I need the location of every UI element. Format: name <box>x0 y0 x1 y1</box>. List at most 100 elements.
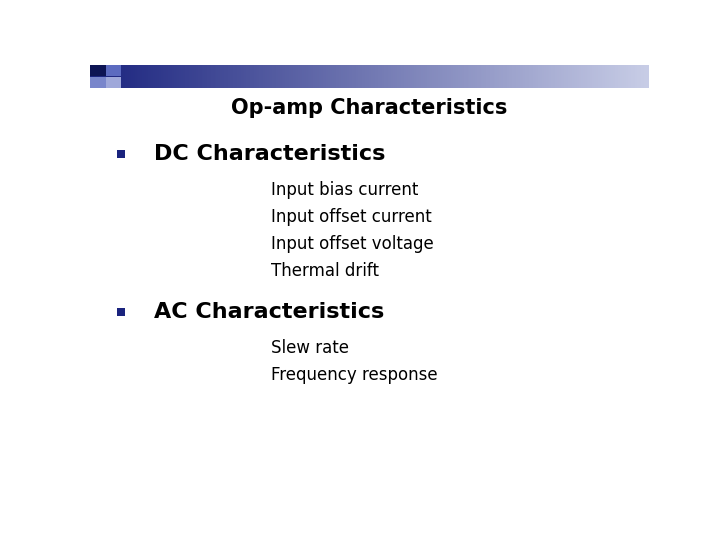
Bar <box>240 65 243 88</box>
Bar <box>413 65 416 88</box>
Bar <box>231 65 234 88</box>
Bar <box>164 65 167 88</box>
Bar <box>594 65 596 88</box>
Bar <box>97 65 100 88</box>
Bar <box>445 65 448 88</box>
Bar <box>507 65 509 88</box>
Bar <box>129 65 132 88</box>
Bar <box>564 65 567 88</box>
Bar <box>300 65 302 88</box>
Bar <box>367 65 369 88</box>
Bar <box>361 65 364 88</box>
Bar <box>418 65 420 88</box>
Bar <box>514 65 516 88</box>
Bar <box>330 65 333 88</box>
Text: AC Characteristics: AC Characteristics <box>154 302 384 322</box>
Bar <box>176 65 178 88</box>
Bar <box>390 65 392 88</box>
Bar <box>148 65 150 88</box>
Bar <box>587 65 589 88</box>
Bar <box>259 65 261 88</box>
Bar <box>477 65 480 88</box>
Bar <box>590 65 593 88</box>
Bar <box>358 65 360 88</box>
Bar <box>518 65 521 88</box>
Bar <box>459 65 461 88</box>
Bar <box>574 65 576 88</box>
Bar <box>256 65 258 88</box>
Bar <box>600 65 602 88</box>
Bar <box>408 65 410 88</box>
Bar <box>596 65 598 88</box>
Bar <box>198 65 200 88</box>
Bar <box>618 65 621 88</box>
Bar <box>202 65 204 88</box>
Bar <box>205 65 208 88</box>
Bar <box>460 65 462 88</box>
Bar <box>585 65 588 88</box>
Bar <box>520 65 522 88</box>
Bar <box>472 65 474 88</box>
Bar <box>117 150 125 158</box>
Bar <box>116 65 119 88</box>
Bar <box>151 65 154 88</box>
Bar <box>488 65 490 88</box>
Bar <box>588 65 591 88</box>
Bar <box>369 65 372 88</box>
Bar <box>533 65 535 88</box>
Bar <box>400 65 403 88</box>
Bar <box>479 65 481 88</box>
Bar <box>298 65 301 88</box>
Bar <box>441 65 444 88</box>
Bar <box>339 65 342 88</box>
Bar <box>616 65 618 88</box>
Bar <box>127 65 130 88</box>
Bar <box>462 65 464 88</box>
Bar <box>235 65 238 88</box>
Bar <box>629 65 632 88</box>
Bar <box>343 65 346 88</box>
Bar <box>302 65 305 88</box>
Bar <box>568 65 570 88</box>
Bar <box>499 65 502 88</box>
Bar <box>631 65 634 88</box>
Bar <box>615 65 617 88</box>
Bar <box>438 65 440 88</box>
Bar <box>559 65 561 88</box>
Bar <box>120 65 122 88</box>
Bar <box>434 65 436 88</box>
Bar <box>90 77 106 88</box>
Bar <box>639 65 641 88</box>
Bar <box>199 65 202 88</box>
Bar <box>185 65 187 88</box>
Bar <box>510 65 513 88</box>
Bar <box>593 65 595 88</box>
Bar <box>280 65 282 88</box>
Bar <box>431 65 433 88</box>
Bar <box>196 65 199 88</box>
Bar <box>291 65 293 88</box>
Bar <box>380 65 382 88</box>
Bar <box>393 65 395 88</box>
Bar <box>583 65 585 88</box>
Bar <box>333 65 336 88</box>
Bar <box>436 65 438 88</box>
Bar <box>228 65 230 88</box>
Bar <box>181 65 184 88</box>
Bar <box>172 65 174 88</box>
Bar <box>481 65 483 88</box>
Bar <box>395 65 397 88</box>
Bar <box>555 65 557 88</box>
Bar <box>365 65 368 88</box>
Bar <box>109 65 111 88</box>
Bar <box>406 65 409 88</box>
Bar <box>166 65 168 88</box>
Bar <box>306 65 308 88</box>
Bar <box>103 65 105 88</box>
Text: Slew rate: Slew rate <box>271 339 349 356</box>
Bar <box>90 65 92 88</box>
Bar <box>311 65 314 88</box>
Bar <box>105 65 107 88</box>
Bar <box>284 65 286 88</box>
Bar <box>412 65 414 88</box>
